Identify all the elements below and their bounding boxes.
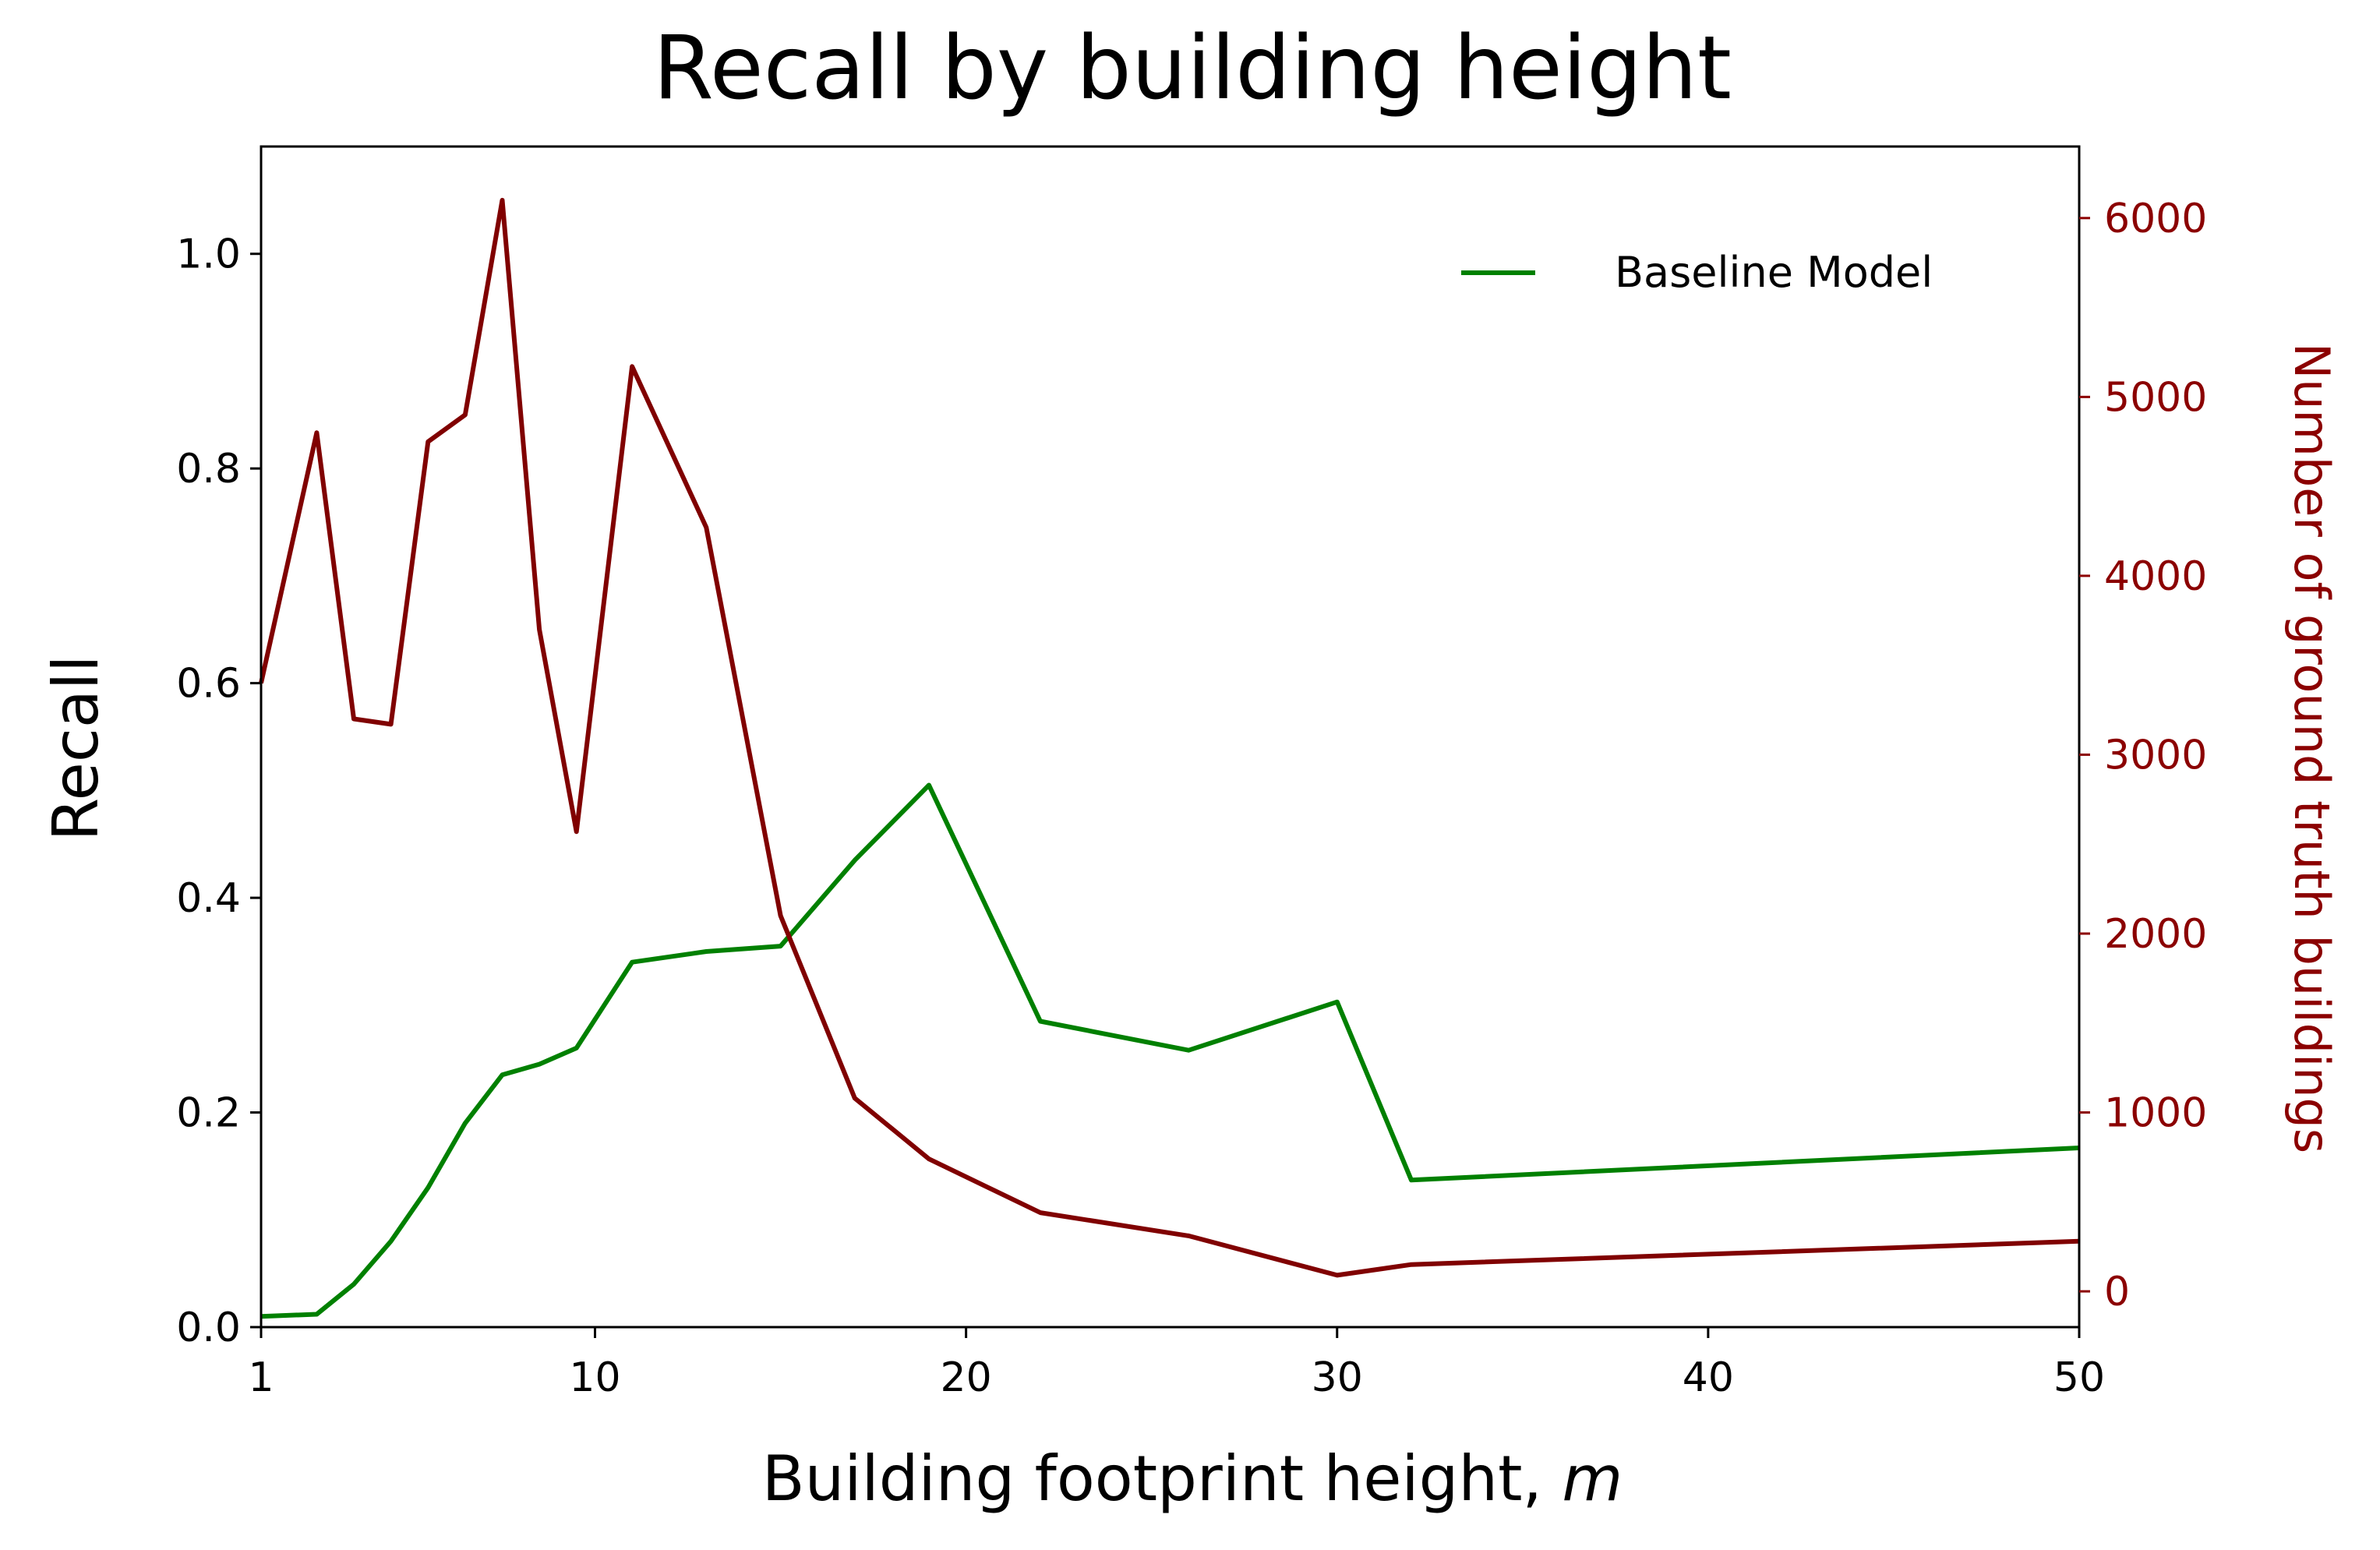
y-tick-label-left: 0.2 [176,1090,241,1137]
x-tick-label: 30 [1312,1354,1363,1401]
series-line-ground-truth-count [259,197,2080,1278]
x-tick-label: 40 [1683,1354,1734,1401]
x-tick-label: 20 [941,1354,992,1401]
y-tick-label-right: 0 [2104,1269,2130,1315]
series-line-baseline-model [260,782,2080,1319]
y-tick-label-left: 0.6 [176,661,241,708]
y-axis-left: 0.0 0.2 0.4 0.6 0.8 1.0 [176,231,261,1351]
y-tick-label-right: 4000 [2104,553,2207,600]
x-axis: 1 10 20 30 40 50 [248,1327,2105,1401]
y-tick-label-right: 5000 [2104,374,2207,421]
y-tick-label-left: 0.0 [176,1305,241,1351]
y-axis-right: 0 1000 2000 3000 4000 5000 6000 [2079,196,2207,1315]
y-tick-label-right: 2000 [2104,911,2207,958]
y-tick-label-right: 1000 [2104,1090,2207,1137]
x-tick-label: 50 [2053,1354,2105,1401]
legend-label-baseline-model: Baseline Model [1615,248,1933,297]
y-tick-label-right: 6000 [2104,196,2207,242]
chart-title: Recall by building height [653,18,1732,119]
x-tick-label: 10 [569,1354,620,1401]
legend: Baseline Model [1461,248,1933,297]
y-tick-label-left: 0.4 [176,875,241,922]
x-axis-label-text: Building footprint height, [762,1442,1563,1515]
y-axis-label-left: Recall [40,655,112,842]
y-tick-label-right: 3000 [2104,732,2207,779]
y-tick-label-left: 1.0 [176,231,241,278]
x-axis-label: Building footprint height, m [762,1442,1623,1515]
y-axis-label-right: Number of ground truth buildings [2283,343,2340,1153]
x-tick-label: 1 [248,1354,274,1401]
plot-frame [260,145,2081,1329]
plot-area [259,197,2080,1319]
x-axis-label-unit: m [1562,1442,1623,1515]
y-tick-label-left: 0.8 [176,446,241,493]
